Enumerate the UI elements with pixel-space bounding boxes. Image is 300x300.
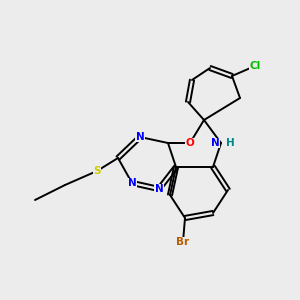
Text: Br: Br <box>176 237 190 247</box>
Text: N: N <box>211 138 220 148</box>
Text: O: O <box>186 138 194 148</box>
Text: N: N <box>136 132 144 142</box>
Text: H: H <box>226 138 235 148</box>
Text: N: N <box>128 178 136 188</box>
Text: S: S <box>93 166 101 176</box>
Text: Cl: Cl <box>249 61 261 71</box>
Text: N: N <box>154 184 164 194</box>
